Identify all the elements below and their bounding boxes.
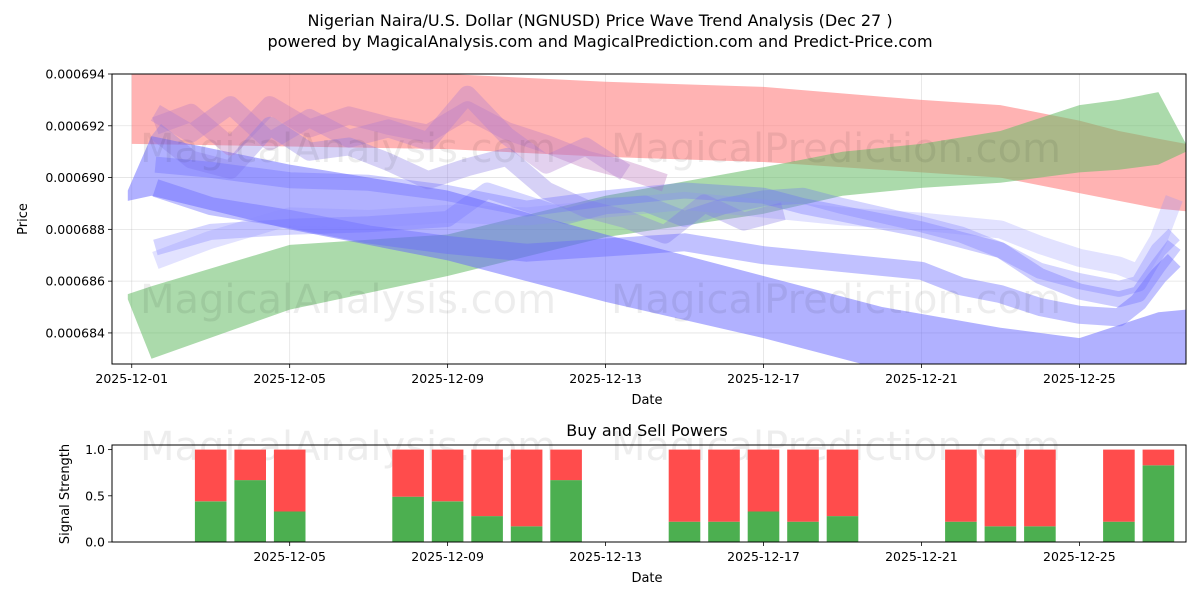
- sell-power-bar: [273, 449, 306, 512]
- sell-power-bar: [234, 449, 266, 481]
- price-x-tick-label: 2025-12-25: [1043, 371, 1116, 386]
- signal-y-label: Signal Strength: [58, 444, 73, 544]
- price-x-tick-label: 2025-12-13: [569, 371, 642, 386]
- sell-power-bar: [1024, 449, 1056, 527]
- wave-line-4: [152, 179, 1181, 327]
- price-y-tick-label: 0.000684: [45, 325, 105, 340]
- red-forecast-band: [131, 74, 1186, 212]
- price-y-tick-label: 0.000686: [45, 274, 105, 289]
- sell-power-bar: [1103, 449, 1135, 522]
- buy-power-bar: [708, 521, 740, 542]
- price-y-tick-label: 0.000694: [45, 67, 105, 82]
- buy-power-bar: [984, 526, 1017, 542]
- signal-x-tick-label: 2025-12-25: [1043, 549, 1116, 564]
- price-x-label: Date: [631, 393, 662, 408]
- sell-power-bar: [194, 449, 227, 502]
- buy-power-bar: [471, 516, 503, 542]
- signal-y-tick-label: 0.5: [85, 488, 105, 503]
- watermark-analysis-top: MagicalAnalysis.com: [140, 126, 556, 172]
- signal-x-tick-label: 2025-12-09: [411, 549, 484, 564]
- signal-y-ticks: 0.0 0.5 1.0: [85, 442, 112, 550]
- price-x-tick-label: 2025-12-05: [253, 371, 326, 386]
- buy-power-bar: [945, 521, 977, 542]
- sell-power-bar: [550, 449, 582, 481]
- sell-power-bar: [826, 449, 859, 517]
- price-bands: [127, 74, 1186, 364]
- price-y-ticks: 0.000684 0.000686 0.000688 0.000690 0.000692…: [45, 67, 112, 340]
- sell-power-bar: [787, 449, 819, 522]
- signal-x-tick-label: 2025-12-17: [727, 549, 800, 564]
- sell-power-bar: [431, 449, 464, 502]
- buy-power-bar: [194, 501, 227, 542]
- sell-power-bar: [471, 449, 503, 517]
- buy-power-bar: [234, 480, 266, 542]
- wave-line-6: [153, 182, 1180, 297]
- buy-power-bar: [273, 511, 306, 542]
- wave-line-5: [154, 156, 1181, 308]
- sell-power-bar: [708, 449, 740, 522]
- buy-power-bar: [826, 516, 859, 542]
- sell-power-bar: [747, 449, 780, 512]
- buy-power-bar: [747, 511, 780, 542]
- wave-line-7: [152, 191, 1183, 283]
- buy-power-bar: [550, 480, 582, 542]
- signal-title: Buy and Sell Powers: [566, 421, 728, 440]
- price-x-tick-label: 2025-12-09: [411, 371, 484, 386]
- wave-line-1: [152, 96, 668, 192]
- price-plot-frame: [111, 73, 1187, 365]
- buy-power-bar: [392, 496, 424, 542]
- buy-power-bar: [510, 526, 543, 542]
- chart-title: Nigerian Naira/U.S. Dollar (NGNUSD) Pric…: [307, 11, 892, 30]
- signal-plot-frame: [111, 444, 1187, 543]
- signal-bars: [194, 449, 1175, 542]
- sell-power-bar: [1142, 449, 1175, 466]
- price-y-tick-label: 0.000688: [45, 222, 105, 237]
- wave-line-3: [149, 116, 786, 244]
- signal-x-tick-label: 2025-12-21: [885, 549, 958, 564]
- signal-y-tick-label: 0.0: [85, 535, 105, 550]
- buy-power-bar: [1024, 526, 1056, 542]
- price-y-label: Price: [16, 203, 31, 235]
- signal-x-ticks: 2025-12-05 2025-12-09 2025-12-13 2025-12-17…: [253, 542, 1116, 564]
- price-x-tick-label: 2025-12-01: [95, 371, 168, 386]
- price-y-tick-label: 0.000690: [45, 170, 105, 185]
- buy-power-bar: [1103, 521, 1135, 542]
- sell-power-bar: [668, 449, 701, 522]
- sell-power-bar: [392, 449, 424, 497]
- watermark-prediction-top: MagicalPrediction.com: [611, 126, 1061, 172]
- green-forecast-band: [127, 92, 1186, 359]
- signal-plot: Buy and Sell Powers MagicalAnalysis.com …: [58, 421, 1187, 586]
- buy-power-bar: [431, 501, 464, 542]
- price-x-tick-label: 2025-12-21: [885, 371, 958, 386]
- signal-x-label: Date: [631, 571, 662, 586]
- price-x-tick-label: 2025-12-17: [727, 371, 800, 386]
- sell-power-bar: [984, 449, 1017, 527]
- price-x-ticks: 2025-12-01 2025-12-05 2025-12-09 2025-12-13…: [95, 364, 1116, 386]
- buy-power-bar: [1142, 465, 1175, 542]
- price-waves: [149, 85, 1183, 327]
- chart-subtitle: powered by MagicalAnalysis.com and Magic…: [267, 32, 932, 51]
- watermark-prediction-bottom: MagicalPrediction.com: [611, 277, 1061, 323]
- price-plot: MagicalAnalysis.com MagicalPrediction.co…: [16, 67, 1187, 408]
- sell-power-bar: [945, 449, 977, 522]
- blue-trend-band: [127, 136, 1186, 364]
- signal-y-tick-label: 1.0: [85, 442, 105, 457]
- price-y-tick-label: 0.000692: [45, 118, 105, 133]
- buy-power-bar: [668, 521, 701, 542]
- sell-power-bar: [510, 449, 543, 527]
- watermark-analysis-bottom: MagicalAnalysis.com: [140, 277, 556, 323]
- wave-line-2: [150, 85, 631, 180]
- signal-x-tick-label: 2025-12-13: [569, 549, 642, 564]
- signal-x-tick-label: 2025-12-05: [253, 549, 326, 564]
- buy-power-bar: [787, 521, 819, 542]
